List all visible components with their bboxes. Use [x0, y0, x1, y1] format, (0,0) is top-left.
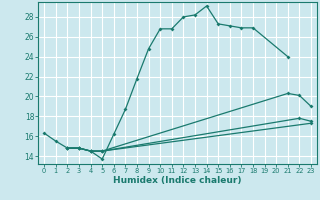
X-axis label: Humidex (Indice chaleur): Humidex (Indice chaleur) — [113, 176, 242, 185]
